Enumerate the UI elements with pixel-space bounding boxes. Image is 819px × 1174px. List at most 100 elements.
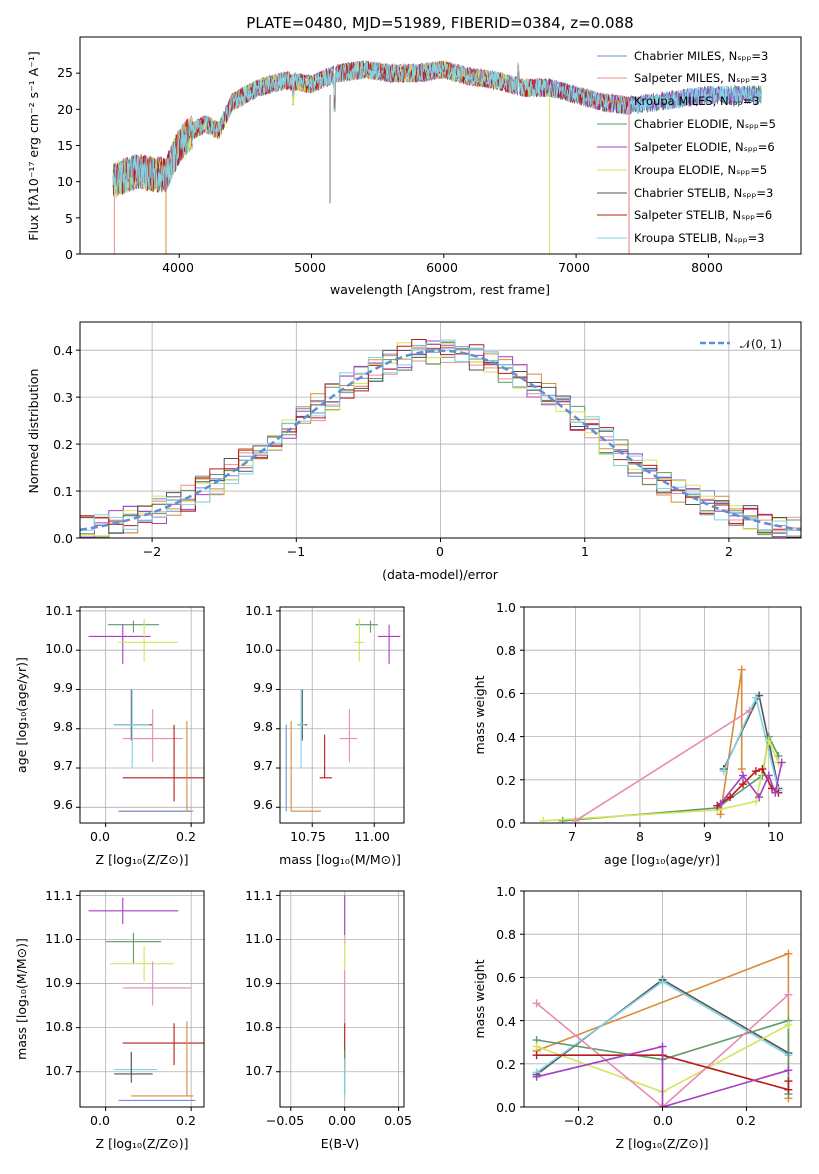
mass-vs-ebv-plot-area: [276, 891, 404, 1111]
weight-vs-age-ytick: 0.6: [496, 686, 516, 701]
spectrum-title: PLATE=0480, MJD=51989, FIBERID=0384, z=0…: [246, 14, 633, 32]
mass-vs-ebv-ytick: 11.1: [245, 888, 273, 903]
spectrum-ytick: 5: [65, 211, 73, 226]
age-vs-z-ytick: 9.9: [53, 680, 73, 695]
mass-vs-ebv-ytick: 10.9: [245, 975, 273, 990]
legend-label: Chabrier ELODIE, Nₛₚₚ=5: [634, 117, 776, 131]
spectrum-frame: [79, 36, 802, 255]
age-vs-z-xtick: 0.0: [90, 829, 110, 844]
spectrum-series: [112, 60, 762, 196]
mass-vs-z-xtick: 0.0: [90, 1113, 110, 1128]
mass-vs-z-frame: [79, 890, 205, 1108]
mass-vs-ebv-ytick: 10.8: [245, 1019, 273, 1034]
age-vs-mass-xtick: 10.75: [290, 829, 326, 844]
weight-series-layer: [532, 949, 793, 1107]
age-vs-z-ylabel: age [log₁₀(age/yr)]: [14, 657, 29, 773]
residuals-frame: [79, 321, 802, 539]
mass-vs-ebv-xtick: −0.05: [266, 1113, 304, 1128]
mass-vs-z-panel: 0.0 0.2 10.7 10.8 10.9 11.0 11.1 Z [log₁…: [14, 888, 205, 1151]
age-vs-mass-ytick: 9.6: [253, 797, 273, 812]
residuals-yticks: 0.0 0.1 0.2 0.3 0.4: [53, 343, 73, 546]
weight-vs-z-xlabel: Z [log₁₀(Z/Z⊙)]: [616, 1136, 709, 1151]
spectrum-ytick: 15: [57, 138, 73, 153]
mass-vs-ebv-panel: −0.05 0.00 0.05 10.7 10.8 10.9 11.0 11.1…: [245, 888, 412, 1151]
residuals-xticks: −2 −1 0 1 2: [143, 544, 733, 559]
residuals-xtick: 1: [581, 544, 589, 559]
age-vs-z-plot-area: [76, 607, 204, 827]
weight-vs-z-ytick: 0.6: [496, 970, 516, 985]
age-vs-z-frame: [79, 606, 205, 824]
weight-vs-z-ytick: 0.8: [496, 927, 516, 942]
age-vs-mass-ytick: 10.1: [245, 603, 273, 618]
weight-vs-z-ytick: 0.2: [496, 1057, 516, 1072]
age-vs-z-xlabel: Z [log₁₀(Z/Z⊙)]: [96, 852, 189, 867]
legend-label: Salpeter STELIB, Nₛₚₚ=6: [634, 208, 772, 222]
residual-histograms: [80, 339, 801, 538]
weight-vs-z-frame: [523, 890, 802, 1108]
weight-vs-z-ytick: 0.0: [496, 1100, 516, 1115]
legend-label: Salpeter ELODIE, Nₛₚₚ=6: [634, 140, 775, 154]
weight-series-line: [536, 1045, 789, 1107]
spectrum-ytick: 10: [57, 174, 73, 189]
weight-vs-age-plot-area: [520, 606, 801, 827]
mass-vs-z-ylabel: mass [log₁₀(M/M⊙)]: [14, 938, 29, 1060]
age-vs-z-xtick: 0.2: [176, 829, 196, 844]
age-vs-z-ytick: 9.6: [53, 797, 73, 812]
residuals-xtick: 2: [725, 544, 733, 559]
normal-curve: [80, 349, 801, 532]
weight-vs-age-xtick: 9: [704, 829, 712, 844]
weight-vs-z-xtick: 0.0: [653, 1113, 673, 1128]
weight-vs-z-ylabel: mass weight: [472, 959, 487, 1038]
weight-vs-age-frame: [523, 606, 802, 824]
age-vs-z-ytick: 10.1: [45, 603, 73, 618]
spectrum-xtick: 7000: [558, 260, 590, 275]
mass-vs-ebv-xlabel: E(B-V): [321, 1136, 360, 1151]
age-vs-mass-frame: [279, 606, 405, 824]
residuals-ytick: 0.1: [53, 484, 73, 499]
spectrum-xtick: 4000: [162, 260, 194, 275]
age-vs-mass-ytick: 9.9: [253, 680, 273, 695]
spectrum-lines: [112, 60, 762, 254]
weight-vs-z-xtick: −0.2: [564, 1113, 594, 1128]
age-vs-z-ytick: 9.7: [53, 758, 73, 773]
spectrum-xtick: 6000: [426, 260, 458, 275]
mass-vs-z-ytick: 10.7: [45, 1063, 73, 1078]
weight-series-line: [536, 1019, 790, 1094]
weight-series-line: [536, 1054, 790, 1091]
residuals-ytick: 0.4: [53, 343, 73, 358]
weight-vs-age-xtick: 10: [768, 829, 784, 844]
mass-vs-z-ytick: 10.9: [45, 975, 73, 990]
mass-vs-z-plot-area: [76, 891, 204, 1111]
age-vs-mass-xlabel: mass [log₁₀(M/M⊙)]: [279, 852, 401, 867]
residuals-xtick: −2: [143, 544, 161, 559]
weight-series-line: [536, 994, 789, 1107]
mass-vs-z-ytick: 10.8: [45, 1019, 73, 1034]
weight-vs-age-panel: 7 8 9 10 0.0 0.2 0.4 0.6 0.8 1.0 age [lo…: [472, 600, 802, 867]
spectrum-panel: PLATE=0480, MJD=51989, FIBERID=0384, z=0…: [26, 14, 802, 297]
mass-vs-ebv-xtick: 0.05: [384, 1113, 412, 1128]
legend-label: Kroupa MILES, Nₛₚₚ=3: [634, 94, 760, 108]
spectrum-ytick: 0: [65, 247, 73, 262]
age-vs-mass-panel: 10.75 11.00 9.6 9.7 9.8 9.9 10.0 10.1 ma…: [245, 603, 405, 867]
residuals-xtick: 0: [436, 544, 444, 559]
spectrum-yticks: 0 5 10 15 20 25: [57, 65, 73, 262]
spectrum-xtick: 5000: [294, 260, 326, 275]
mass-vs-ebv-xtick: 0.00: [328, 1113, 356, 1128]
spectrum-ylabel: Flux [fλ10⁻¹⁷ erg cm⁻² s⁻¹ A⁻¹]: [26, 51, 41, 240]
mass-vs-z-xlabel: Z [log₁₀(Z/Z⊙)]: [96, 1136, 189, 1151]
residuals-ylabel: Normed distribution: [26, 369, 41, 494]
spectrum-legend: Chabrier MILES, Nₛₚₚ=3 Salpeter MILES, N…: [597, 49, 776, 245]
residuals-ytick: 0.2: [53, 437, 73, 452]
age-vs-mass-ytick: 9.7: [253, 758, 273, 773]
weight-vs-z-xtick: 0.2: [736, 1113, 756, 1128]
weight-series-layer: [539, 665, 786, 823]
age-vs-mass-xtick: 11.00: [354, 829, 390, 844]
mass-vs-ebv-ytick: 10.7: [245, 1063, 273, 1078]
spectrum-xlabel: wavelength [Angstrom, rest frame]: [330, 282, 550, 297]
legend-label: Chabrier STELIB, Nₛₚₚ=3: [634, 186, 773, 200]
weight-vs-age-xtick: 8: [636, 829, 644, 844]
weight-vs-age-xtick: 7: [568, 829, 576, 844]
mass-vs-ebv-ytick: 11.0: [245, 931, 273, 946]
age-vs-mass-ytick: 9.8: [253, 719, 273, 734]
